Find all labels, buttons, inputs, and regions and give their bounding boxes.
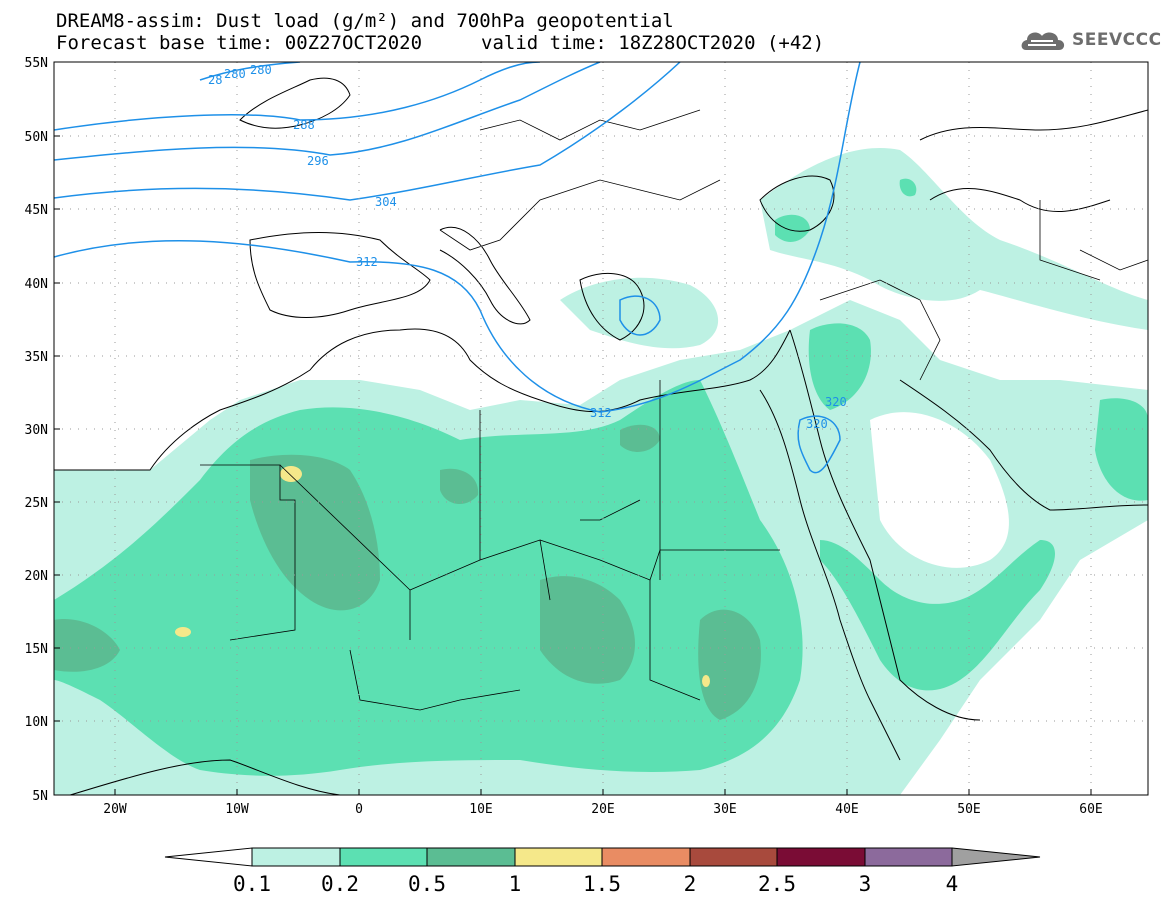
seevccc-logo: SEEVCCC — [1018, 26, 1162, 54]
lat-label: 50N — [25, 130, 48, 145]
lat-label: 45N — [25, 203, 48, 218]
contour-label: 320 — [806, 417, 828, 431]
contour-label: 320 — [825, 395, 847, 409]
lat-label: 35N — [25, 350, 48, 365]
colorbar-tick: 4 — [946, 872, 959, 896]
colorbar-swatch — [251, 847, 341, 867]
lat-label: 40N — [25, 277, 48, 292]
lat-label: 10N — [25, 715, 48, 730]
geopotential-contours — [54, 62, 861, 474]
lon-label: 10E — [469, 802, 492, 817]
lon-label: 30E — [713, 802, 736, 817]
latitude-labels: 55N 50N 45N 40N 35N 30N 25N 20N 15N 10N … — [25, 56, 48, 804]
lat-label: 55N — [25, 56, 48, 71]
lat-label: 30N — [25, 423, 48, 438]
map-title: DREAM8-assim: Dust load (g/m²) and 700hP… — [56, 10, 674, 32]
contour-label: 296 — [307, 154, 329, 168]
contour-label: 28 — [208, 73, 222, 87]
lon-label: 20E — [591, 802, 614, 817]
colorbar-tick: 0.5 — [408, 872, 446, 896]
colorbar-swatch — [514, 847, 603, 867]
logo-text: SEEVCCC — [1072, 30, 1162, 50]
lon-label: 10W — [225, 802, 249, 817]
contour-label: 312 — [590, 406, 612, 420]
valid-time: valid time: 18Z28OCT2020 (+42) — [481, 32, 825, 54]
colorbar-swatch — [776, 847, 866, 867]
lon-label: 50E — [957, 802, 980, 817]
cloud-logo-icon — [1021, 32, 1065, 50]
contour-label: 312 — [356, 255, 378, 269]
longitude-labels: 20W 10W 0 10E 20E 30E 40E 50E 60E — [103, 802, 1102, 817]
lat-label: 20N — [25, 569, 48, 584]
lon-label: 20W — [103, 802, 127, 817]
contour-labels: 28 280 280 288 296 304 312 312 320 320 — [208, 63, 847, 431]
colorbar-labels: 0.1 0.2 0.5 1 1.5 2 2.5 3 4 — [233, 872, 958, 896]
colorbar-tick: 0.2 — [321, 872, 359, 896]
colorbar — [164, 847, 1041, 867]
colorbar-tick: 2.5 — [758, 872, 796, 896]
lat-label: 15N — [25, 642, 48, 657]
colorbar-tick: 1 — [509, 872, 522, 896]
colorbar-tick: 1.5 — [583, 872, 621, 896]
colorbar-tick: 2 — [684, 872, 697, 896]
contour-label: 280 — [224, 67, 246, 81]
colorbar-tick: 0.1 — [233, 872, 271, 896]
lon-label: 40E — [835, 802, 858, 817]
lon-label: 0 — [355, 802, 363, 817]
colorbar-high-arrow — [951, 847, 1041, 867]
colorbar-tick: 3 — [859, 872, 872, 896]
contour-label: 280 — [250, 63, 272, 77]
contour-label: 304 — [375, 195, 397, 209]
axis-ticks — [54, 61, 1092, 795]
map-area: 28 280 280 288 296 304 312 312 320 320 — [54, 62, 1148, 795]
contour-label: 288 — [293, 118, 315, 132]
colorbar-swatch — [601, 847, 691, 867]
lat-label: 5N — [32, 789, 48, 804]
dust-level-0.5 — [54, 424, 761, 720]
colorbar-swatch — [339, 847, 428, 867]
colorbar-low-arrow — [164, 847, 253, 867]
colorbar-swatch — [864, 847, 953, 867]
colorbar-swatch — [689, 847, 778, 867]
colorbar-swatch — [426, 847, 516, 867]
forecast-base-time: Forecast base time: 00Z27OCT2020 — [56, 32, 423, 54]
lon-label: 60E — [1079, 802, 1102, 817]
coastlines — [54, 77, 1148, 795]
country-borders — [200, 109, 1148, 711]
lat-label: 25N — [25, 496, 48, 511]
